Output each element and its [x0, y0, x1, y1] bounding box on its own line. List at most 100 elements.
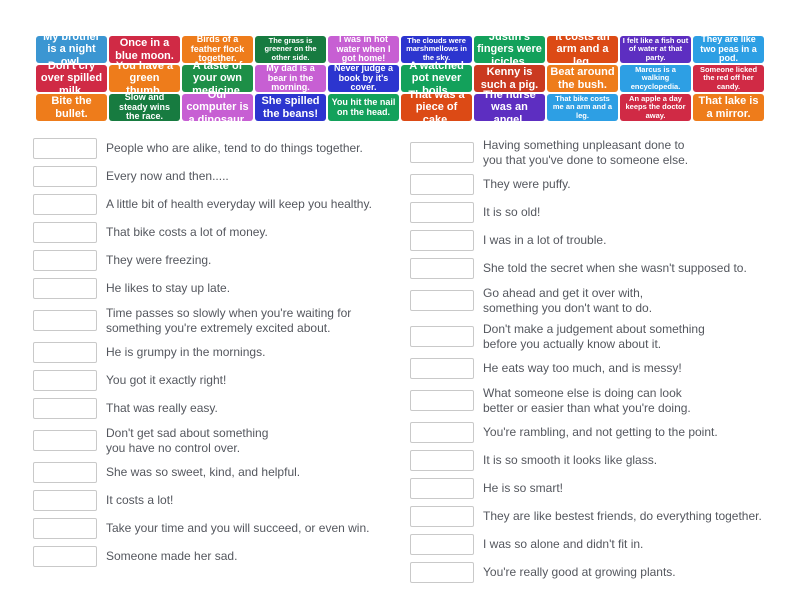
match-row: You got it exactly right!: [33, 370, 410, 391]
definition-text: Don't make a judgement about something b…: [483, 322, 705, 351]
idiom-tile[interactable]: Kenny is such a pig.: [474, 65, 545, 92]
answer-drop-box[interactable]: [410, 506, 474, 527]
idiom-tile[interactable]: An apple a day keeps the doctor away.: [620, 94, 691, 121]
answer-drop-box[interactable]: [410, 230, 474, 251]
idiom-tile[interactable]: Don't cry over spilled milk.: [36, 60, 107, 97]
match-row: He is so smart!: [410, 478, 783, 499]
match-row: Having something unpleasant done to you …: [410, 138, 783, 167]
answer-drop-box[interactable]: [33, 166, 97, 187]
idiom-tile[interactable]: That lake is a mirror.: [693, 94, 764, 121]
answer-drop-box[interactable]: [410, 174, 474, 195]
answer-drop-box[interactable]: [33, 278, 97, 299]
match-row: Every now and then.....: [33, 166, 410, 187]
definition-text: I was in a lot of trouble.: [483, 233, 607, 248]
match-row: Go ahead and get it over with, something…: [410, 286, 783, 315]
definition-text: It is so smooth it looks like glass.: [483, 453, 658, 468]
answer-drop-box[interactable]: [33, 194, 97, 215]
answer-drop-box[interactable]: [410, 478, 474, 499]
definition-text: They are like bestest friends, do everyt…: [483, 509, 762, 524]
definition-text: He is grumpy in the mornings.: [106, 345, 266, 360]
idiom-tile[interactable]: I felt like a fish out of water at that …: [620, 36, 691, 63]
idiom-tile[interactable]: Never judge a book by it's cover.: [328, 63, 399, 92]
answer-drop-box[interactable]: [33, 222, 97, 243]
idiom-tile[interactable]: The nurse was an angel.: [474, 89, 545, 126]
match-row: He is grumpy in the mornings.: [33, 342, 410, 363]
match-row: They are like bestest friends, do everyt…: [410, 506, 783, 527]
answer-drop-box[interactable]: [410, 142, 474, 163]
answer-drop-box[interactable]: [410, 358, 474, 379]
idiom-tile[interactable]: I was in hot water when I got home!: [328, 34, 399, 63]
idiom-tile[interactable]: A watched pot never boils.: [401, 60, 472, 97]
definition-text: You're rambling, and not getting to the …: [483, 425, 718, 440]
match-row: What someone else is doing can look bett…: [410, 386, 783, 415]
answer-drop-box[interactable]: [410, 326, 474, 347]
definition-text: That bike costs a lot of money.: [106, 225, 268, 240]
definition-text: He is so smart!: [483, 481, 564, 496]
answer-drop-box[interactable]: [33, 250, 97, 271]
match-row: He likes to stay up late.: [33, 278, 410, 299]
answer-drop-box[interactable]: [33, 462, 97, 483]
match-row: A little bit of health everyday will kee…: [33, 194, 410, 215]
answer-drop-box[interactable]: [410, 202, 474, 223]
answer-drop-box[interactable]: [33, 490, 97, 511]
answer-drop-box[interactable]: [33, 518, 97, 539]
answer-drop-box[interactable]: [33, 430, 97, 451]
answer-drop-box[interactable]: [410, 562, 474, 583]
match-row: Take your time and you will succeed, or …: [33, 518, 410, 539]
answer-drop-box[interactable]: [410, 422, 474, 443]
idiom-tile[interactable]: It costs an arm and a leg.: [547, 31, 618, 68]
match-row: That bike costs a lot of money.: [33, 222, 410, 243]
idiom-tile[interactable]: Justin's fingers were icicles.: [474, 31, 545, 68]
match-row: People who are alike, tend to do things …: [33, 138, 410, 159]
match-row: Time passes so slowly when you're waitin…: [33, 306, 410, 335]
answer-drop-box[interactable]: [410, 390, 474, 411]
answer-drop-box[interactable]: [33, 138, 97, 159]
answer-drop-box[interactable]: [410, 258, 474, 279]
idiom-tile[interactable]: My brother is a night owl.: [36, 31, 107, 68]
idiom-tile[interactable]: Our computer is a dinosaur.: [182, 89, 253, 126]
answer-drop-box[interactable]: [33, 310, 97, 331]
definition-text: I was so alone and didn't fit in.: [483, 537, 644, 552]
idiom-tile[interactable]: My dad is a bear in the morning.: [255, 63, 326, 92]
idiom-tile[interactable]: They are like two peas in a pod.: [693, 34, 764, 63]
definition-text: Don't get sad about something you have n…: [106, 426, 269, 455]
idiom-tile[interactable]: Birds of a feather flock together.: [182, 34, 253, 63]
definition-text: He eats way too much, and is messy!: [483, 361, 682, 376]
match-row: It is so old!: [410, 202, 783, 223]
idiom-tile[interactable]: Slow and steady wins the race.: [109, 92, 180, 121]
definition-text: She told the secret when she wasn't supp…: [483, 261, 747, 276]
idiom-tile[interactable]: That bike costs me an arm and a leg.: [547, 94, 618, 121]
idiom-tile[interactable]: That was a piece of cake.: [401, 89, 472, 126]
match-row: She was so sweet, kind, and helpful.: [33, 462, 410, 483]
idiom-tile[interactable]: Once in a blue moon.: [109, 36, 180, 63]
idiom-tile[interactable]: Beat around the bush.: [547, 65, 618, 92]
idiom-tile[interactable]: A taste of your own medicine.: [182, 60, 253, 97]
definition-text: People who are alike, tend to do things …: [106, 141, 363, 156]
definition-text: They were puffy.: [483, 177, 571, 192]
idiom-tile[interactable]: She spilled the beans!: [255, 94, 326, 121]
idiom-tile[interactable]: The grass is greener on the other side.: [255, 36, 326, 63]
match-row: You're really good at growing plants.: [410, 562, 783, 583]
match-row: I was so alone and didn't fit in.: [410, 534, 783, 555]
idiom-tile[interactable]: You have a green thumb.: [109, 60, 180, 97]
answer-drop-box[interactable]: [33, 546, 97, 567]
answer-drop-box[interactable]: [410, 450, 474, 471]
idiom-tile[interactable]: You hit the nail on the head.: [328, 94, 399, 121]
match-row: It is so smooth it looks like glass.: [410, 450, 783, 471]
idiom-tile-board: My brother is a night owl. Once in a blue…: [36, 31, 764, 126]
definition-text: Time passes so slowly when you're waitin…: [106, 306, 352, 335]
definition-text: That was really easy.: [106, 401, 218, 416]
idiom-tile[interactable]: Marcus is a walking encyclopedia.: [620, 65, 691, 92]
tile-row: My brother is a night owl. Once in a blue…: [36, 31, 764, 68]
answer-drop-box[interactable]: [33, 398, 97, 419]
answer-drop-box[interactable]: [410, 290, 474, 311]
definition-text: You're really good at growing plants.: [483, 565, 676, 580]
idiom-tile[interactable]: Bite the bullet.: [36, 94, 107, 121]
definition-text: Go ahead and get it over with, something…: [483, 286, 653, 315]
answer-drop-box[interactable]: [410, 534, 474, 555]
answer-drop-box[interactable]: [33, 342, 97, 363]
match-row: Don't make a judgement about something b…: [410, 322, 783, 351]
idiom-tile[interactable]: Someone licked the red off her candy.: [693, 65, 764, 92]
idiom-tile[interactable]: The clouds were marshmellows in the sky.: [401, 36, 472, 63]
answer-drop-box[interactable]: [33, 370, 97, 391]
